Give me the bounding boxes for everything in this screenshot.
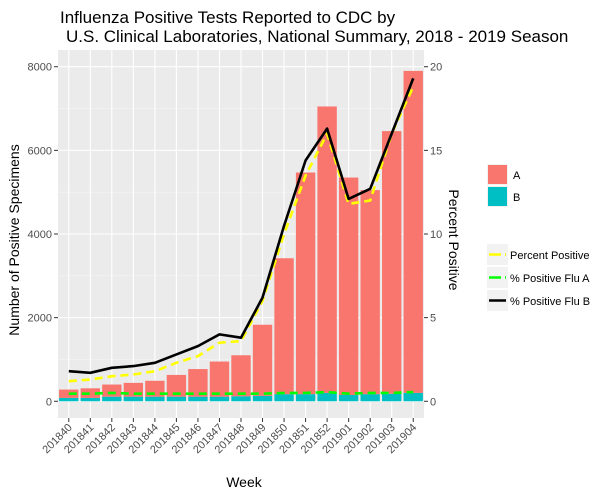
legend-label-A: A [513,170,521,182]
bar-B [274,394,294,402]
bar-B [338,395,359,402]
bar-B [145,396,165,402]
bar-A [166,374,187,397]
bar-B [123,396,144,402]
y-tick-label: 4000 [28,229,52,241]
bar-A [231,355,251,397]
bar-A [59,389,79,398]
line-positive-flu-b [68,77,415,375]
line-positive-flu-a [68,390,414,396]
bar-A [338,177,359,395]
y-tick-label: 2000 [28,313,52,325]
legend-label-B: B [513,192,520,204]
legend-line-label: % Positive Flu B [510,296,590,308]
bar-A [274,258,294,395]
y2-tick-label: 5 [430,313,436,325]
bar-B [102,396,122,402]
bar-B [403,392,423,402]
line-percent-positive [68,86,415,383]
bar-A [317,106,337,393]
bar-B [295,394,316,402]
chart-title-line2: U.S. Clinical Laboratories, National Sum… [66,27,568,46]
bar-B [382,393,402,402]
y2-axis-title: Percent Positive [446,189,462,290]
legend-bars: AB [487,164,521,207]
y-axis-title: Number of Positive Specimens [6,144,22,335]
bar-A [188,369,208,397]
bar-A [382,131,402,394]
y-tick-label: 0 [46,396,52,408]
bar-B [188,396,208,402]
y-tick-label: 8000 [28,62,52,74]
bar-B [59,397,79,402]
bar-A [295,172,316,395]
y-tick-label: 6000 [28,145,52,157]
bar-B [166,396,187,402]
legend-swatch-A [488,165,507,184]
x-axis-title: Week [226,474,263,490]
bar-A [360,190,380,395]
bar-B [317,392,337,402]
bar-B [80,397,100,402]
legend-line-label: Percent Positive [510,250,589,262]
legend-line-label: % Positive Flu A [510,273,590,285]
y2-tick-label: 20 [430,62,442,74]
y2-tick-label: 15 [430,145,442,157]
bar-B [231,396,251,402]
lines-layer [68,77,415,396]
bar-A [403,70,423,393]
chart-title-line1: Influenza Positive Tests Reported to CDC… [60,8,396,27]
y2-tick-label: 0 [430,396,436,408]
bar-A [102,384,122,397]
legend-lines: Percent Positive % Positive Flu A % Positi… [487,244,590,311]
bar-A [252,324,273,396]
bar-A [80,388,100,398]
bar-B [209,396,230,402]
legend-swatch-B [488,187,507,206]
bar-B [360,394,380,402]
bars-layer [59,70,423,402]
bar-A [209,361,230,397]
y2-tick-label: 10 [430,229,442,241]
bar-B [252,395,273,402]
